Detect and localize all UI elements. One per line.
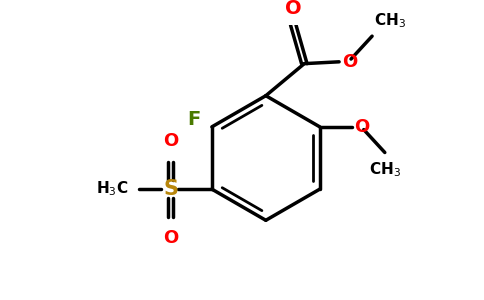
Text: H$_3$C: H$_3$C: [96, 180, 128, 199]
Text: S: S: [163, 179, 178, 199]
Text: O: O: [342, 53, 357, 71]
Text: O: O: [355, 118, 370, 136]
Text: F: F: [187, 110, 200, 129]
Text: CH$_3$: CH$_3$: [369, 160, 401, 178]
Text: O: O: [163, 229, 178, 247]
Text: O: O: [285, 0, 302, 18]
Text: CH$_3$: CH$_3$: [374, 11, 406, 30]
Text: O: O: [163, 132, 178, 150]
